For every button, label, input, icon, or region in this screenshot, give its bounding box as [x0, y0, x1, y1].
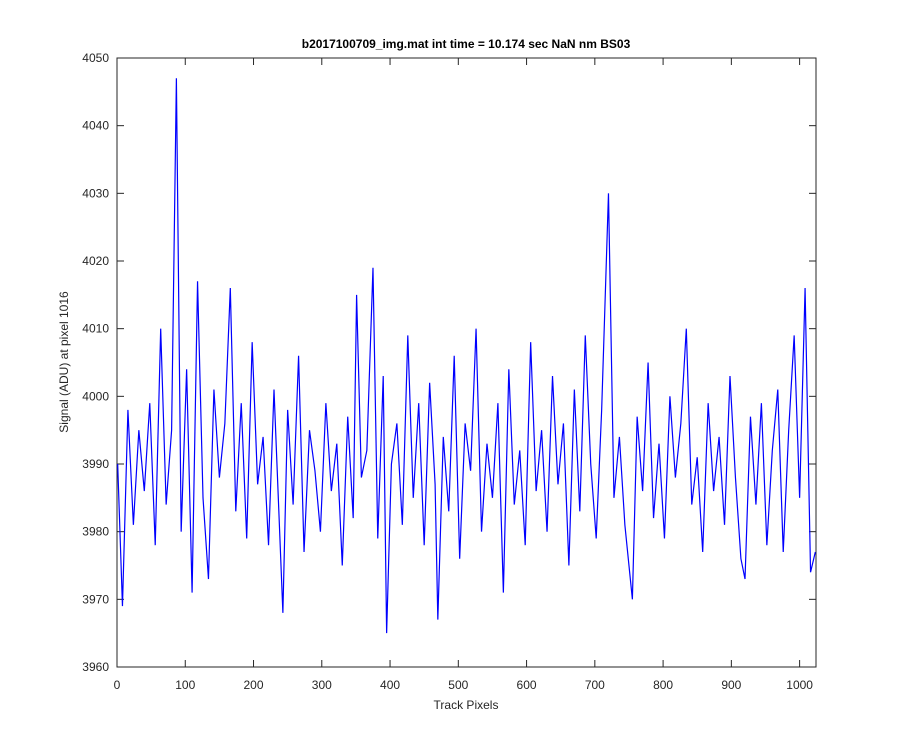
x-tick-label: 900: [721, 678, 741, 692]
plot-frame: [116, 57, 817, 668]
x-tick-label: 300: [312, 678, 332, 692]
y-tick-label: 4000: [82, 389, 109, 403]
x-tick-label: 0: [114, 678, 121, 692]
chart-title: b2017100709_img.mat int time = 10.174 se…: [302, 37, 631, 51]
y-tick-label: 4040: [82, 119, 109, 133]
y-tick-label: 3980: [82, 525, 109, 539]
x-tick-label: 100: [175, 678, 195, 692]
data-line: [117, 78, 816, 634]
y-tick-label: 4030: [82, 186, 109, 200]
x-tick-label: 1000: [786, 678, 813, 692]
y-tick-label: 4010: [82, 322, 109, 336]
y-tick-label: 3970: [82, 592, 109, 606]
y-axis-label: Signal (ADU) at pixel 1016: [57, 291, 71, 433]
y-tick-label: 4020: [82, 254, 109, 268]
x-tick-label: 800: [653, 678, 673, 692]
y-tick-label: 3960: [82, 660, 109, 674]
y-tick-label: 4050: [82, 51, 109, 65]
x-tick-label: 400: [380, 678, 400, 692]
y-tick-label: 3990: [82, 457, 109, 471]
x-tick-label: 600: [517, 678, 537, 692]
x-axis-label: Track Pixels: [434, 698, 499, 712]
x-tick-label: 200: [244, 678, 264, 692]
x-tick-label: 500: [448, 678, 468, 692]
x-tick-label: 700: [585, 678, 605, 692]
